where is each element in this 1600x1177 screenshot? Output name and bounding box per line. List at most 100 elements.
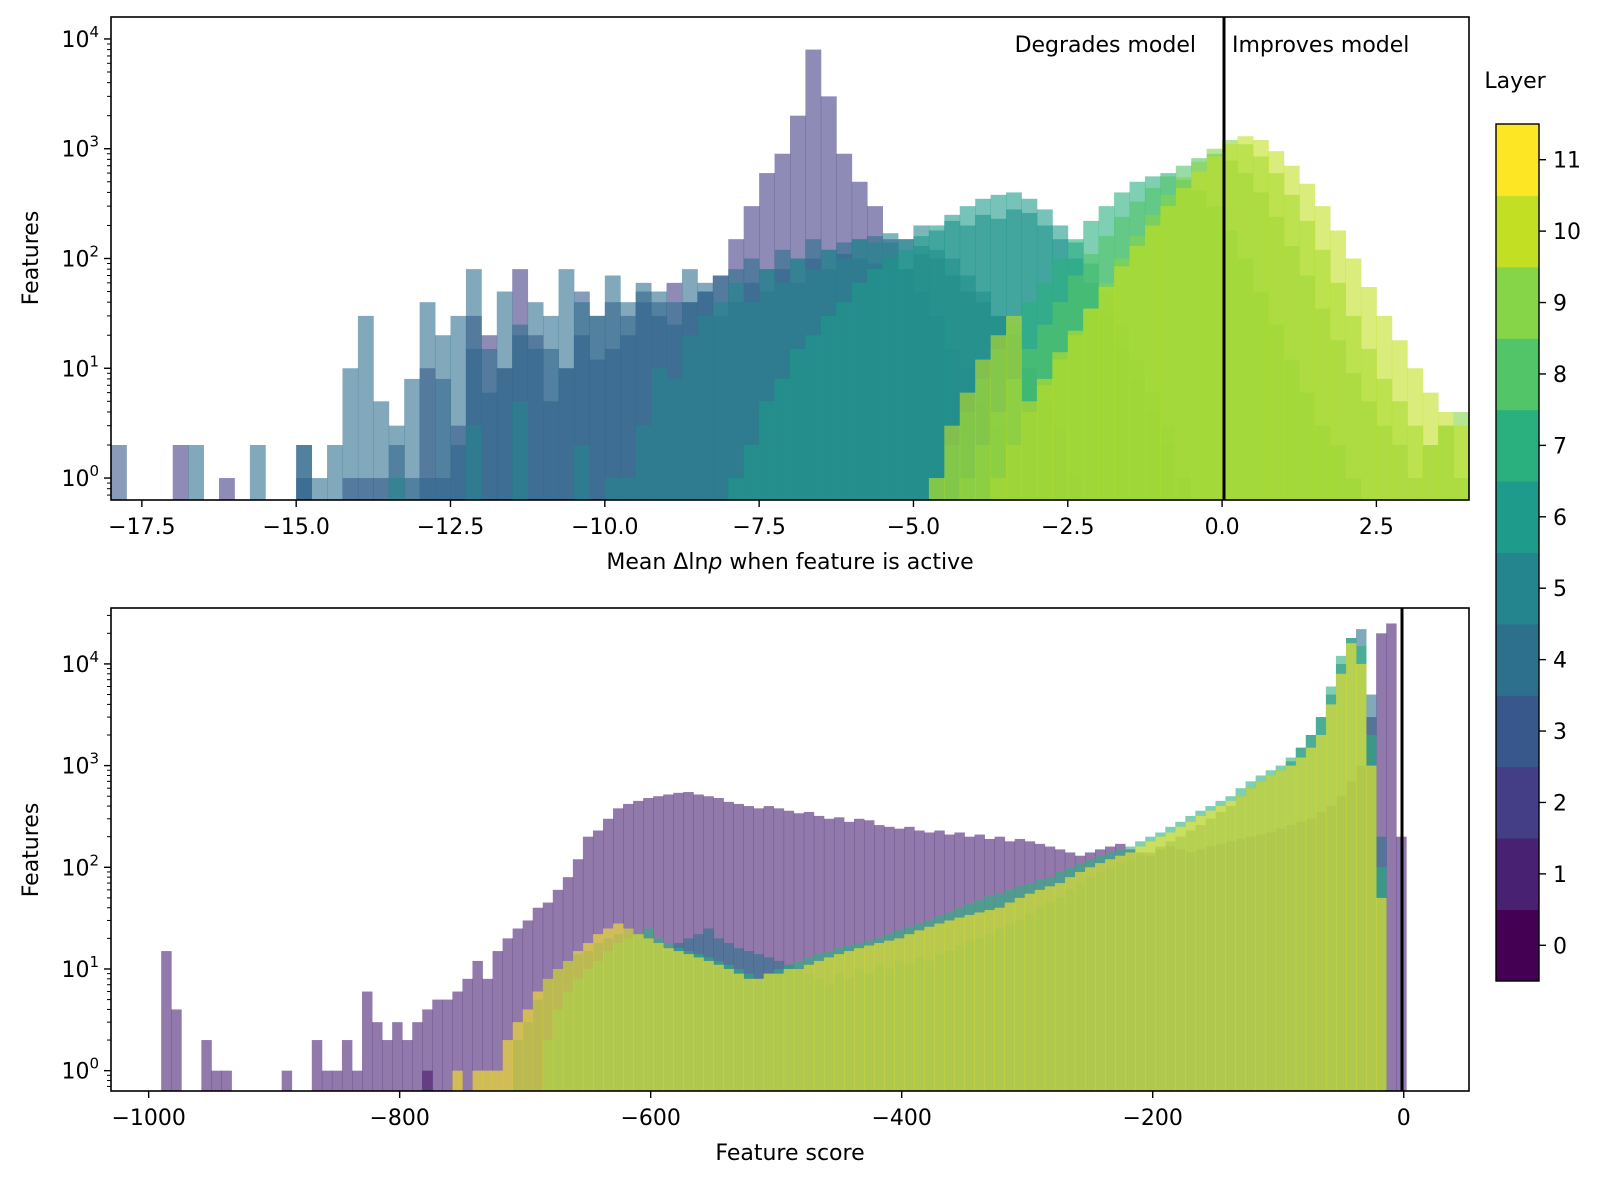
bottom-bar-layer-11	[914, 930, 925, 1091]
top-bar-layer-10	[1268, 151, 1285, 500]
colorbar-frame	[1495, 123, 1540, 982]
bottom-bar-layer-11	[1064, 877, 1076, 1091]
bottom-bar-layer-1	[492, 951, 503, 1091]
top-x-tick-label: −2.5	[1041, 515, 1094, 540]
top-bar-layer-5	[465, 425, 482, 500]
colorbar-segments	[1496, 124, 1539, 982]
bottom-bar-layer-11	[1225, 800, 1236, 1091]
bottom-bar-layer-1	[211, 1070, 222, 1091]
top-x-tick-label: 0.0	[1205, 515, 1240, 540]
bottom-bar-layer-11	[623, 928, 634, 1091]
bottom-bar-layer-1	[773, 808, 785, 1091]
bottom-y-tick-label: 101	[61, 953, 99, 983]
bottom-y-tick-label: 104	[61, 648, 99, 678]
bottom-bar-layer-11	[1265, 775, 1277, 1091]
bottom-bar-layer-11	[1024, 893, 1036, 1091]
bottom-bar-layer-11	[723, 968, 734, 1091]
top-x-axis-label: Mean Δlnp when feature is active	[606, 550, 973, 575]
top-histogram-panel: Degrades model Improves model −17.5 −15.0…	[19, 16, 1470, 575]
bottom-bar-layer-11	[1105, 859, 1116, 1091]
bottom-bar-layer-1	[452, 991, 463, 1091]
bottom-bar-layer-1	[663, 794, 674, 1091]
bottom-bar-layer-1	[442, 999, 453, 1091]
top-y-tick-label: 102	[61, 243, 99, 273]
bottom-bar-layer-11	[502, 1040, 514, 1091]
top-x-tick-label: −7.5	[732, 515, 785, 540]
bottom-bar-layer-11	[1165, 832, 1176, 1091]
colorbar-tick-label: 2	[1553, 791, 1567, 816]
top-y-tick-label: 101	[61, 352, 99, 382]
bottom-bar-layer-11	[1044, 886, 1056, 1091]
top-bar-layer-10	[1299, 183, 1316, 500]
top-bar-layer-10	[1453, 425, 1469, 500]
top-bar-layer-4	[604, 275, 621, 500]
top-bar-layer-6	[913, 236, 930, 500]
bottom-bar-layer-11	[753, 978, 765, 1091]
bottom-x-tick-label: −1000	[111, 1106, 185, 1131]
bottom-bar-layer-11	[864, 945, 875, 1091]
bottom-y-axis-ticks: 100 101 102 103 104	[61, 614, 111, 1087]
top-bar-layer-10	[1422, 392, 1439, 500]
top-bar-layer-10	[1407, 368, 1424, 500]
colorbar-tick-label: 1	[1553, 863, 1567, 888]
top-bar-layer-6	[882, 258, 899, 500]
top-bar-layer-10	[1129, 245, 1146, 500]
top-bar-layer-4	[558, 269, 575, 500]
bottom-bar-layer-11	[643, 938, 654, 1091]
bottom-bar-layer-11	[994, 907, 1006, 1091]
bottom-bar-layer-11	[1366, 765, 1377, 1091]
bottom-bar-layer-11	[1376, 897, 1387, 1091]
bottom-bar-layer-11	[522, 1009, 534, 1091]
bottom-bar-layer-11	[1205, 810, 1216, 1091]
top-bar-layer-6	[836, 302, 853, 500]
colorbar-tick-label: 8	[1553, 363, 1567, 388]
top-bar-layer-4	[311, 478, 328, 500]
bottom-bar-layer-1	[1386, 623, 1397, 1091]
bottom-bar-layer-11	[673, 951, 684, 1091]
bottom-bar-layer-1	[793, 813, 805, 1091]
top-improves-model-label: Improves model	[1232, 33, 1409, 58]
bottom-bar-layer-11	[934, 923, 945, 1091]
top-y-tick-label: 104	[61, 23, 99, 53]
bottom-y-tick-label: 102	[61, 851, 99, 881]
top-bar-layer-4	[496, 291, 513, 500]
bottom-bar-layer-11	[1135, 846, 1146, 1091]
colorbar-tick-label: 3	[1553, 720, 1567, 745]
bottom-bar-layer-1	[482, 978, 493, 1091]
top-bar-layer-4	[188, 445, 204, 500]
bottom-bar-layer-11	[452, 1070, 463, 1091]
top-x-tick-label: −17.5	[108, 515, 175, 540]
bottom-bar-layer-11	[924, 926, 935, 1091]
top-bar-layer-10	[1391, 340, 1408, 500]
bottom-bar-layer-11	[1215, 806, 1226, 1091]
bottom-bar-layer-1	[392, 1022, 403, 1091]
top-bar-layer-10	[975, 359, 992, 500]
colorbar-segment-layer-5	[1496, 552, 1539, 625]
top-y-tick-label: 100	[61, 462, 99, 492]
bottom-bar-layer-11	[613, 923, 624, 1091]
top-bar-layer-4	[249, 445, 266, 500]
bottom-bar-layer-1	[743, 806, 754, 1091]
top-bar-layer-10	[1191, 171, 1208, 500]
bottom-x-tick-label: −200	[1123, 1106, 1183, 1131]
colorbar-tick-label: 6	[1553, 506, 1567, 531]
bottom-bar-layer-1	[281, 1070, 293, 1091]
bottom-bar-layer-11	[1346, 643, 1357, 1091]
bottom-bar-layer-11	[1034, 889, 1046, 1091]
top-bar-layer-4	[373, 401, 390, 500]
bottom-bar-layer-11	[944, 920, 955, 1091]
top-x-tick-label: −15.0	[262, 515, 329, 540]
bottom-bar-layer-1	[402, 1040, 413, 1091]
bottom-y-tick-label: 103	[61, 750, 99, 780]
bottom-bar-layer-11	[1356, 663, 1367, 1091]
bottom-bar-layer-11	[1325, 704, 1337, 1091]
top-bar-layer-6	[790, 348, 806, 500]
bottom-bar-layer-11	[1074, 871, 1086, 1091]
bottom-bar-layer-11	[512, 1022, 524, 1091]
bottom-bar-layer-11	[703, 960, 714, 1091]
top-bar-layer-4	[620, 302, 637, 500]
top-bar-layer-6	[867, 269, 883, 500]
top-bar-layer-10	[1052, 352, 1069, 500]
bottom-bar-layer-1	[512, 928, 524, 1091]
